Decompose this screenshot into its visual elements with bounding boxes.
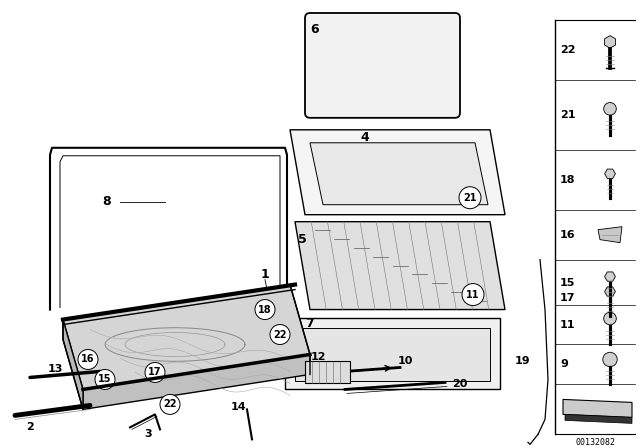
Text: 18: 18 <box>560 175 575 185</box>
Text: 17: 17 <box>560 293 575 302</box>
Text: 14: 14 <box>230 402 246 413</box>
Text: 4: 4 <box>360 131 369 144</box>
Circle shape <box>604 312 616 325</box>
Polygon shape <box>310 143 488 205</box>
Circle shape <box>603 352 617 366</box>
Text: 18: 18 <box>258 305 272 314</box>
Text: 7: 7 <box>306 317 314 330</box>
Circle shape <box>459 187 481 209</box>
Text: 5: 5 <box>298 233 307 246</box>
Circle shape <box>78 349 98 370</box>
Text: 10: 10 <box>397 357 413 366</box>
Text: 8: 8 <box>102 195 111 208</box>
Polygon shape <box>285 318 500 389</box>
Text: 15: 15 <box>560 278 575 288</box>
Polygon shape <box>565 414 632 423</box>
Circle shape <box>270 324 290 345</box>
Text: 21: 21 <box>560 110 575 120</box>
Text: 22: 22 <box>273 330 287 340</box>
Text: 3: 3 <box>144 429 152 439</box>
Polygon shape <box>63 319 83 409</box>
Circle shape <box>604 103 616 115</box>
Text: 6: 6 <box>310 23 319 36</box>
Text: 2: 2 <box>26 422 34 432</box>
Text: 22: 22 <box>163 400 177 409</box>
Text: 11: 11 <box>560 319 575 330</box>
Text: 16: 16 <box>560 230 575 240</box>
Circle shape <box>95 370 115 389</box>
Circle shape <box>160 394 180 414</box>
Polygon shape <box>563 400 632 418</box>
Polygon shape <box>295 222 505 310</box>
Circle shape <box>462 284 484 306</box>
Text: 00132082: 00132082 <box>575 438 615 447</box>
Text: 17: 17 <box>148 367 162 378</box>
Circle shape <box>255 300 275 319</box>
Polygon shape <box>83 354 310 409</box>
Text: 12: 12 <box>310 353 326 362</box>
Text: 16: 16 <box>81 354 95 365</box>
Polygon shape <box>290 130 505 215</box>
Text: 21: 21 <box>463 193 477 202</box>
Polygon shape <box>598 227 622 243</box>
Text: 9: 9 <box>560 359 568 370</box>
FancyBboxPatch shape <box>305 13 460 118</box>
Text: 13: 13 <box>47 365 63 375</box>
Circle shape <box>145 362 165 383</box>
Text: 20: 20 <box>452 379 468 389</box>
Text: 15: 15 <box>99 375 112 384</box>
Text: 22: 22 <box>560 45 575 55</box>
Polygon shape <box>295 327 490 381</box>
Bar <box>305 362 350 383</box>
Text: 19: 19 <box>514 357 530 366</box>
Polygon shape <box>63 284 310 389</box>
Text: 1: 1 <box>260 268 269 281</box>
Text: 11: 11 <box>467 289 480 300</box>
